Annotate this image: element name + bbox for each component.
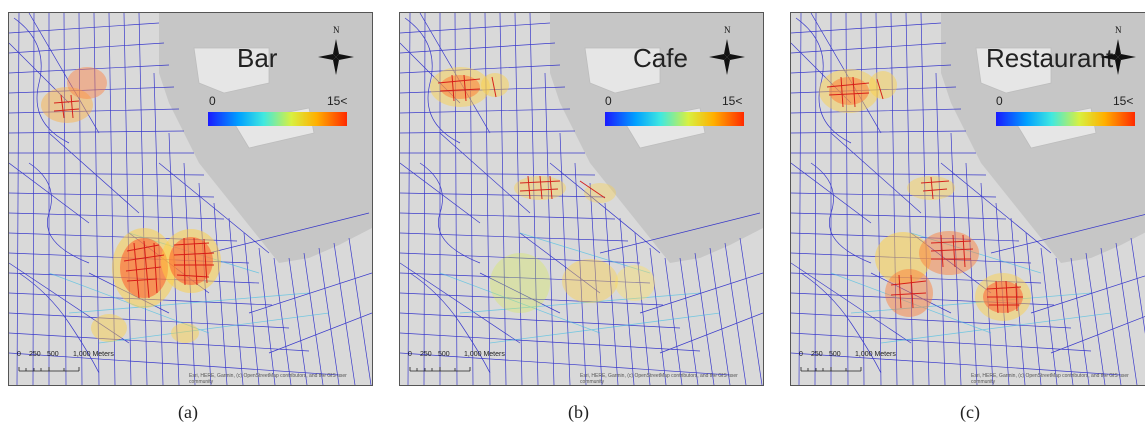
street-map-restaurant bbox=[791, 13, 1145, 385]
street-map-cafe bbox=[400, 13, 763, 385]
legend-color-ramp bbox=[605, 112, 744, 126]
map-panel-bar: Bar N 0 15< 0 250 500 1,000 Meters Esri,… bbox=[8, 12, 373, 386]
scale-label-250: 250 bbox=[811, 351, 823, 358]
legend-max-label: 15< bbox=[327, 94, 348, 108]
scale-bar bbox=[409, 367, 471, 372]
legend-min-label: 0 bbox=[605, 94, 612, 108]
scale-label-1000: 1,000 Meters bbox=[855, 351, 896, 358]
legend-color-ramp bbox=[208, 112, 347, 126]
scale-label-500: 500 bbox=[438, 351, 450, 358]
legend-max-label: 15< bbox=[1113, 94, 1134, 108]
scale-label-250: 250 bbox=[29, 351, 41, 358]
map-title: Restaurant bbox=[986, 43, 1114, 73]
map-attribution: Esri, HERE, Garmin, (c) OpenStreetMap co… bbox=[580, 373, 738, 385]
legend-min-label: 0 bbox=[209, 94, 216, 108]
legend-min-label: 0 bbox=[996, 94, 1003, 108]
north-label: N bbox=[333, 25, 340, 35]
north-arrow-icon bbox=[709, 39, 745, 75]
scale-label-0: 0 bbox=[799, 351, 803, 358]
scale-label-0: 0 bbox=[17, 351, 21, 358]
legend-max-label: 15< bbox=[722, 94, 743, 108]
caption-a: (a) bbox=[178, 402, 198, 422]
scale-label-1000: 1,000 Meters bbox=[73, 351, 114, 358]
scale-label-250: 250 bbox=[420, 351, 432, 358]
scale-bar bbox=[800, 367, 862, 372]
street-map-bar bbox=[9, 13, 372, 385]
map-panel-restaurant: Restaurant N 0 15< 0 250 500 1,000 Meter… bbox=[790, 12, 1145, 386]
map-title: Bar bbox=[237, 43, 278, 73]
map-title: Cafe bbox=[633, 43, 688, 73]
caption-b: (b) bbox=[568, 402, 589, 422]
map-panel-cafe: Cafe N 0 15< 0 250 500 1,000 Meters Esri… bbox=[399, 12, 764, 386]
north-label: N bbox=[724, 25, 731, 35]
legend-color-ramp bbox=[996, 112, 1135, 126]
scale-label-500: 500 bbox=[47, 351, 59, 358]
scale-bar bbox=[18, 367, 80, 372]
map-attribution: Esri, HERE, Garmin, (c) OpenStreetMap co… bbox=[189, 373, 347, 385]
scale-label-0: 0 bbox=[408, 351, 412, 358]
north-label: N bbox=[1115, 25, 1122, 35]
north-arrow-icon bbox=[1100, 39, 1136, 75]
caption-c: (c) bbox=[960, 402, 980, 422]
north-arrow-icon bbox=[318, 39, 354, 75]
scale-label-500: 500 bbox=[829, 351, 841, 358]
scale-label-1000: 1,000 Meters bbox=[464, 351, 505, 358]
map-attribution: Esri, HERE, Garmin, (c) OpenStreetMap co… bbox=[971, 373, 1129, 385]
